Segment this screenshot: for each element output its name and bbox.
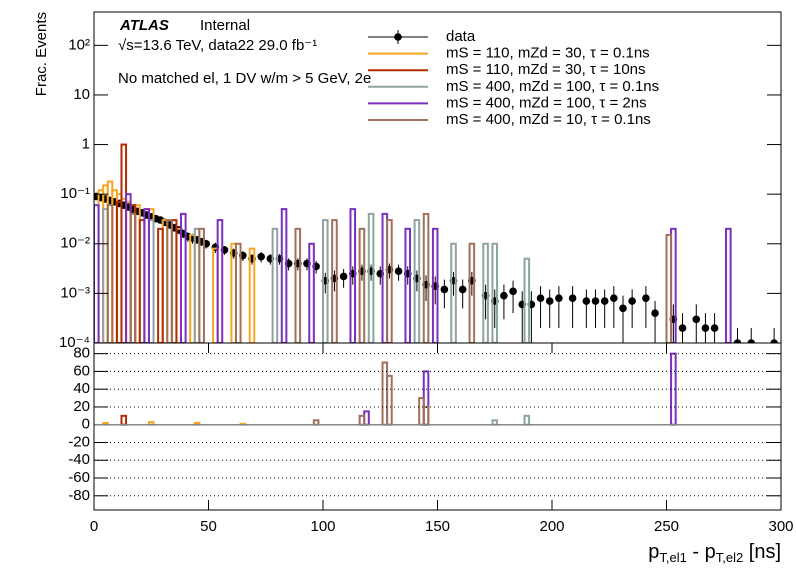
data-point xyxy=(619,304,627,313)
data-point xyxy=(339,272,348,281)
hist-bin xyxy=(294,227,302,343)
y-tick-label: 80 xyxy=(73,345,90,362)
subtitle: Internal xyxy=(200,17,250,34)
legend-label: mS = 110, mZd = 30, τ = 10ns xyxy=(446,61,646,78)
data-point xyxy=(568,294,577,302)
x-tick-label: 0 xyxy=(90,518,98,535)
data-point xyxy=(555,294,563,302)
data-point xyxy=(628,297,636,305)
data-point xyxy=(394,267,403,276)
x-axis-label-part: - p xyxy=(687,541,716,563)
y-tick-label: 60 xyxy=(73,362,90,379)
legend-label: mS = 110, mZd = 30, τ = 0.1ns xyxy=(446,45,650,62)
frame xyxy=(93,342,782,511)
hist-bin xyxy=(180,212,187,343)
legend-label: mS = 400, mZd = 10, τ = 0.1ns xyxy=(446,111,651,128)
x-axis-label: pT,el1 - pT,el2 [ns] xyxy=(648,541,781,565)
hist-bin xyxy=(198,227,205,343)
x-tick-label: 100 xyxy=(310,518,335,535)
hist-bin xyxy=(106,204,114,343)
hist-bin xyxy=(431,227,439,343)
hist-bin xyxy=(468,242,476,343)
y-axis-label: Frac. Events xyxy=(33,12,50,96)
x-tick-label: 250 xyxy=(654,518,679,535)
x-tick-label: 150 xyxy=(425,518,450,535)
y-tick-label: -40 xyxy=(68,451,90,468)
hist-bin xyxy=(157,227,164,343)
data-point xyxy=(509,287,517,296)
y-tick-label: -60 xyxy=(68,469,90,486)
hist-bin xyxy=(358,227,366,343)
y-tick-label: 10⁻² xyxy=(60,235,90,252)
hist-bin xyxy=(129,212,137,343)
legend-label: mS = 400, mZd = 100, τ = 0.1ns xyxy=(446,78,659,95)
hist-bin xyxy=(450,242,457,343)
data-point xyxy=(545,297,554,305)
hist-bin xyxy=(248,247,256,343)
x-tick-label: 50 xyxy=(200,518,217,535)
y-tick-label: 20 xyxy=(73,398,90,415)
x-axis-label-part: T,el2 xyxy=(716,550,743,565)
x-axis-label-part: p xyxy=(648,541,659,563)
hist-bin xyxy=(404,227,412,343)
y-tick-label: -80 xyxy=(68,487,90,504)
y-tick-label: 10 xyxy=(73,86,90,103)
data-point xyxy=(733,339,742,343)
data-point xyxy=(500,291,508,300)
hist-bin xyxy=(725,227,732,343)
data-point xyxy=(642,294,650,302)
hist-bin xyxy=(482,242,489,343)
data-point xyxy=(600,297,609,305)
hist-bin xyxy=(367,212,375,343)
title: ATLAS xyxy=(119,17,169,34)
hist-bin xyxy=(234,242,242,343)
hist-bin xyxy=(280,208,288,343)
hist-bin xyxy=(523,257,531,343)
y-tick-label: 10⁻¹ xyxy=(60,185,90,202)
hist-bin xyxy=(94,204,100,343)
legend-label: data xyxy=(446,28,476,45)
y-tick-label: 40 xyxy=(73,380,90,397)
y-tick-label: 0 xyxy=(82,416,90,433)
hist-bin xyxy=(349,208,357,343)
x-axis-label-part: T,el1 xyxy=(659,550,686,565)
hist-bin xyxy=(143,208,150,343)
data-point xyxy=(591,297,600,305)
x-tick-label: 300 xyxy=(768,518,793,535)
y-tick-label: -20 xyxy=(68,433,90,450)
y-tick-label: 10⁻⁴ xyxy=(59,334,90,351)
y-tick-label: 1 xyxy=(82,136,90,153)
hist-bin xyxy=(422,212,430,343)
annotation: √s=13.6 TeV, data22 29.0 fb⁻¹ xyxy=(118,37,317,54)
data-point xyxy=(458,285,467,294)
x-tick-label: 200 xyxy=(539,518,564,535)
data-point xyxy=(610,294,618,302)
legend-swatch xyxy=(394,33,402,41)
legend-label: mS = 400, mZd = 100, τ = 2ns xyxy=(446,94,647,111)
data-point xyxy=(710,324,719,332)
data-point xyxy=(701,324,710,332)
x-axis-label-part: [ns] xyxy=(743,541,781,563)
annotation: No matched el, 1 DV w/m > 5 GeV, 2e xyxy=(118,70,371,87)
data-point xyxy=(582,297,591,305)
hist-bin xyxy=(308,242,315,343)
data-point xyxy=(440,285,449,294)
data-point xyxy=(770,339,778,343)
hist-bin xyxy=(491,242,499,343)
data-point xyxy=(257,252,265,261)
data-point xyxy=(651,309,659,317)
y-tick-label: 10⁻³ xyxy=(60,284,90,301)
y-tick-label: 10² xyxy=(68,36,90,53)
data-point xyxy=(747,339,756,343)
data-point xyxy=(692,315,701,324)
hist-bin xyxy=(271,227,279,343)
data-point xyxy=(536,294,545,302)
data-point xyxy=(678,324,687,332)
marks xyxy=(94,143,778,343)
